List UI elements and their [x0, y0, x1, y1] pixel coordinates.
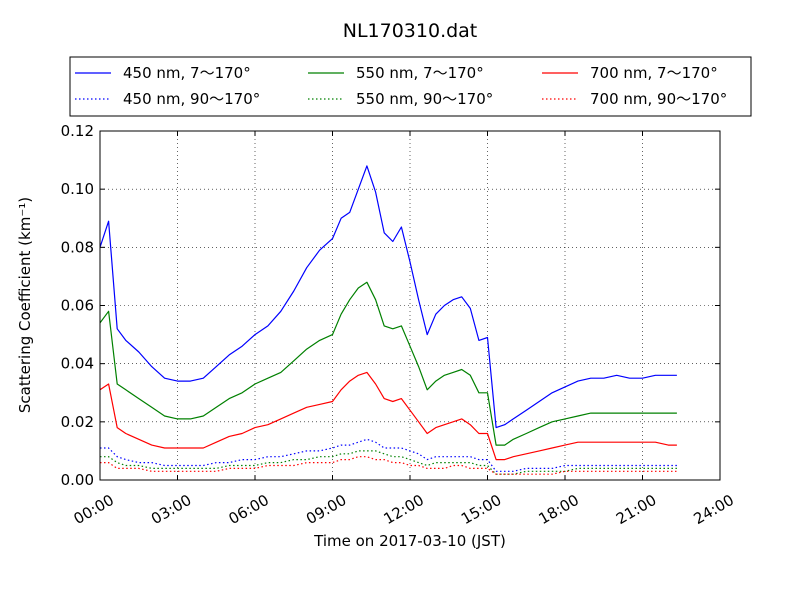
- series-line: [100, 456, 677, 475]
- legend-label: 450 nm, 90～170°: [123, 90, 260, 108]
- plot-lines: [99, 165, 677, 475]
- y-tick-label: 0.02: [61, 413, 94, 431]
- series-line: [99, 165, 677, 429]
- x-tick-label: 15:00: [458, 491, 504, 528]
- legend-label: 450 nm, 7～170°: [123, 64, 251, 82]
- legend-label: 550 nm, 7～170°: [356, 64, 484, 82]
- x-tick-label: 06:00: [226, 491, 272, 528]
- series-line: [100, 438, 677, 472]
- grid: [100, 131, 720, 480]
- y-tick-label: 0.04: [61, 355, 94, 373]
- x-tick-label: 12:00: [381, 491, 427, 528]
- x-tick-label: 09:00: [303, 491, 349, 528]
- y-tick-label: 0.00: [61, 471, 94, 489]
- x-tick-label: 00:00: [71, 491, 117, 528]
- y-tick-label: 0.10: [61, 180, 94, 198]
- y-axis: 0.00 0.02 0.04 0.06 0.08 0.10 0.12: [61, 122, 720, 489]
- chart-title: NL170310.dat: [343, 20, 478, 42]
- y-tick-label: 0.08: [61, 238, 94, 256]
- series-line: [99, 371, 677, 461]
- x-tick-label: 03:00: [148, 491, 194, 528]
- legend-label: 550 nm, 90～170°: [356, 90, 493, 108]
- legend-label: 700 nm, 7～170°: [590, 64, 718, 82]
- y-tick-label: 0.12: [61, 122, 94, 140]
- legend-label: 700 nm, 90～170°: [590, 90, 727, 108]
- x-axis-label: Time on 2017-03-10 (JST): [313, 532, 506, 550]
- x-tick-label: 18:00: [536, 491, 582, 528]
- y-axis-label: Scattering Coefficient (km⁻¹): [16, 197, 34, 413]
- x-tick-label: 24:00: [691, 491, 737, 528]
- legend: 450 nm, 7～170° 550 nm, 7～170° 700 nm, 7～17…: [69, 56, 752, 117]
- y-tick-label: 0.06: [61, 297, 94, 315]
- series-line: [99, 281, 677, 446]
- legend-box: [69, 56, 752, 117]
- x-tick-label: 21:00: [613, 491, 659, 528]
